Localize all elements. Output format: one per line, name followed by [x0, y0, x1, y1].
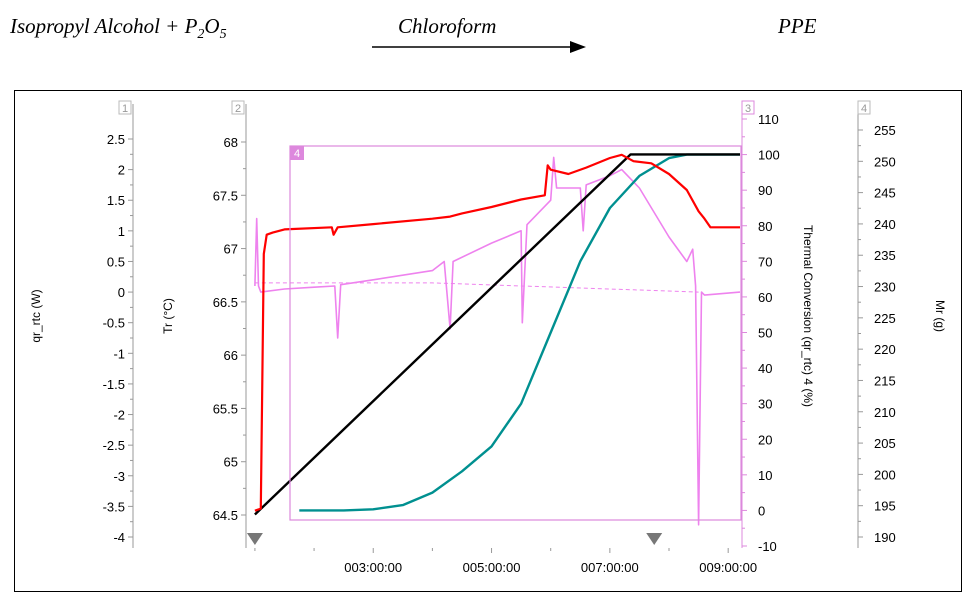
axis-index-box-4: [857, 100, 871, 115]
event-marker: [246, 533, 263, 545]
inner-panel-tab: [290, 146, 304, 160]
y-tick-label-3: 110: [758, 112, 779, 127]
inner-panel-frame: [289, 145, 742, 521]
series-line-tr: [254, 153, 740, 512]
y-tick-label-1: 2: [118, 163, 125, 178]
y-tick-label-3: 50: [758, 326, 772, 341]
y-tick-label-4: 245: [874, 186, 896, 201]
y-tick-label-2: 66: [224, 348, 238, 363]
y-tick-label-4: 200: [874, 467, 896, 482]
y-tick-label-1: 2.5: [107, 132, 125, 147]
y-tick-label-2: 67: [224, 242, 238, 257]
y-tick-label-2: 65.5: [213, 401, 238, 416]
solvent-label: Chloroform: [398, 14, 497, 38]
reaction-arrow: [372, 41, 586, 53]
x-tick-label: 005:00:00: [463, 560, 521, 575]
y-tick-label-3: 80: [758, 219, 772, 234]
y-tick-label-1: -4: [113, 530, 125, 545]
y-tick-label-2: 66.5: [213, 295, 238, 310]
product-label: PPE: [778, 14, 817, 38]
y-tick-label-3: 60: [758, 290, 772, 305]
x-tick-label: 009:00:00: [699, 560, 757, 575]
x-tick-label: 007:00:00: [581, 560, 639, 575]
y-tick-label-3: 30: [758, 397, 772, 412]
y-tick-label-4: 220: [874, 342, 896, 357]
y-tick-label-1: -2.5: [103, 438, 125, 453]
axis-index-2: 2: [235, 103, 241, 115]
x-axis: 003:00:00 005:00:00 007:00:00 009:00:00: [254, 548, 757, 575]
y-axis-1: 1 2.5 2 1.5 1 0.5 0 -0.5 -1 -1.5 -2 -2.5 -3 -3.5 -4 qr_…: [29, 100, 134, 548]
y-tick-label-4: 250: [874, 154, 896, 169]
axis-index-box-1: [118, 100, 132, 115]
y-axis-4: 4 255 250 245 240 235 230 225 220 215 210 205 200 195…: [857, 100, 947, 548]
y-tick-label-1: 0: [118, 285, 125, 300]
axis-index-box-3: [741, 100, 755, 115]
y-tick-label-3: 0: [758, 503, 765, 518]
axis-title-2: Tr (°C): [161, 298, 175, 334]
y-tick-label-1: 1.5: [107, 193, 125, 208]
y-tick-label-1: -3.5: [103, 499, 125, 514]
inner-panel-label: 4: [294, 148, 300, 160]
y-tick-label-1: 1: [118, 224, 125, 239]
y-tick-label-3: 10: [758, 468, 772, 483]
y-tick-label-2: 68: [224, 135, 238, 150]
y-tick-label-3: 90: [758, 183, 772, 198]
y-tick-label-1: -3: [113, 469, 125, 484]
y-tick-label-2: 64.5: [213, 508, 238, 523]
reactants-label: Isopropyl Alcohol + P2O5: [10, 14, 227, 43]
axis-index-box-2: [231, 100, 245, 115]
axis-title-1: qr_rtc (W): [29, 289, 43, 342]
y-tick-label-3: 40: [758, 361, 772, 376]
y-tick-label-1: 0.5: [107, 254, 125, 269]
y-tick-label-2: 65: [224, 455, 238, 470]
axis-index-1: 1: [122, 103, 128, 115]
y-tick-label-4: 225: [874, 311, 896, 326]
y-tick-label-4: 195: [874, 499, 896, 514]
y-tick-label-4: 190: [874, 530, 896, 545]
y-tick-label-4: 240: [874, 217, 896, 232]
y-tick-label-1: -1: [113, 346, 125, 361]
series-line-qr-rtc: [254, 156, 741, 526]
y-tick-label-4: 255: [874, 123, 896, 138]
chart-frame: [14, 90, 962, 592]
y-tick-label-2: 67.5: [213, 188, 238, 203]
y-tick-label-3: -10: [758, 539, 777, 554]
y-tick-label-1: -0.5: [103, 316, 125, 331]
y-tick-label-3: 100: [758, 148, 780, 163]
y-tick-label-1: -2: [113, 408, 125, 423]
x-tick-label: 003:00:00: [344, 560, 402, 575]
y-axis-2: 2 68 67.5 67 66.5 66 65.5 65 64.5 Tr (°C): [161, 100, 247, 548]
event-marker: [646, 533, 663, 545]
axis-title-4: Mr (g): [933, 300, 947, 332]
y-tick-label-4: 210: [874, 405, 896, 420]
y-tick-label-4: 235: [874, 248, 896, 263]
y-tick-label-4: 230: [874, 280, 896, 295]
inner-panel: 4: [289, 145, 742, 521]
y-tick-label-3: 70: [758, 254, 772, 269]
axis-title-3: Thermal Conversion (qr_rtc) 4 (%): [801, 225, 815, 407]
y-tick-label-3: 20: [758, 432, 772, 447]
series-line-mr: [254, 153, 740, 516]
y-tick-label-4: 205: [874, 436, 896, 451]
axis-index-3: 3: [745, 103, 751, 115]
series-line-thermal-conversion: [299, 153, 740, 512]
y-tick-label-4: 215: [874, 373, 896, 388]
axis-index-4: 4: [861, 103, 867, 115]
y-tick-label-1: -1.5: [103, 377, 125, 392]
